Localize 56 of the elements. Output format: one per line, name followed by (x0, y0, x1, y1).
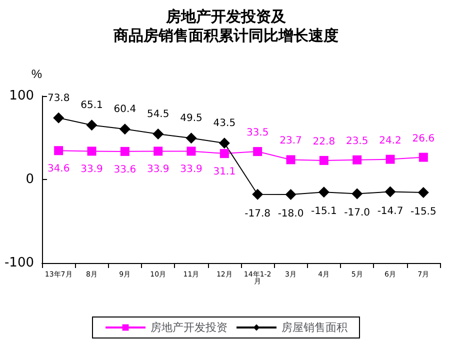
y-axis-title: % (31, 67, 42, 81)
point (253, 147, 262, 156)
point (152, 128, 164, 140)
data-label: -15.5 (410, 206, 436, 218)
point (218, 138, 230, 149)
data-label: 23.7 (280, 136, 302, 147)
point (154, 146, 163, 156)
point (384, 186, 396, 198)
data-label: -18.0 (278, 208, 304, 220)
point (418, 186, 429, 198)
data-label: 33.9 (180, 164, 202, 176)
data-label: -15.1 (310, 206, 337, 218)
legend-label: 房屋销售面积 (282, 321, 348, 334)
data-label: 22.8 (312, 136, 336, 148)
data-label: 24.2 (379, 135, 402, 146)
data-label: 43.5 (213, 118, 236, 130)
point (386, 154, 395, 164)
data-label: 34.6 (47, 164, 70, 175)
data-label: 33.5 (246, 128, 269, 139)
point (186, 146, 196, 156)
point (418, 152, 428, 162)
data-label: -17.8 (244, 208, 271, 220)
data-label: 33.9 (146, 164, 170, 176)
data-label: -17.0 (344, 208, 370, 219)
data-label: 73.8 (47, 92, 70, 104)
point (54, 146, 64, 156)
data-label: 33.9 (80, 164, 103, 176)
point (86, 120, 98, 131)
point (352, 188, 363, 200)
data-label: 26.6 (412, 133, 435, 144)
legend-label: 房地产开发投资 (150, 321, 228, 334)
point (319, 156, 328, 165)
data-label: 60.4 (114, 104, 136, 116)
data-label: 65.1 (80, 100, 103, 112)
data-label: 49.5 (180, 113, 202, 124)
point (120, 146, 130, 156)
point (252, 188, 264, 200)
data-label: 31.1 (213, 166, 236, 178)
y-tick-label: 0 (26, 172, 34, 187)
point (352, 155, 362, 164)
point (318, 186, 330, 198)
data-label: 23.5 (346, 136, 368, 147)
data-label: 54.5 (146, 108, 170, 120)
data-label: 33.6 (114, 164, 136, 176)
point (119, 124, 130, 135)
point (286, 155, 296, 164)
data-label: -14.7 (377, 206, 404, 217)
chart-subtitle: 商品房销售面积累计同比增长速度 (112, 26, 338, 44)
point (220, 149, 229, 158)
point (53, 112, 64, 124)
point (186, 132, 197, 144)
y-tick-label: 100 (9, 88, 34, 104)
chart-title: 房地产开发投资及 (165, 8, 287, 26)
point (285, 189, 296, 200)
y-tick-label: -100 (4, 256, 34, 270)
point (87, 146, 96, 156)
